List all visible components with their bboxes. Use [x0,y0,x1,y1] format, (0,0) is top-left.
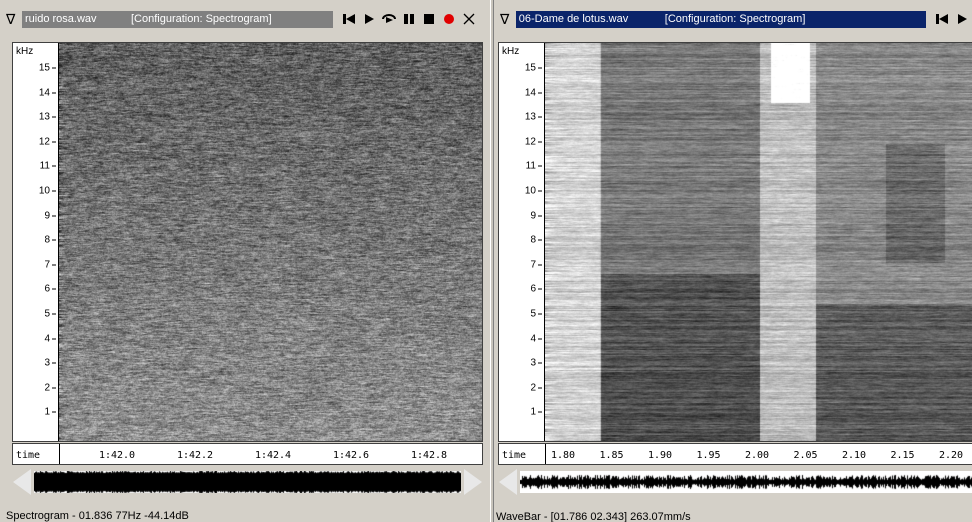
right-transport-controls [932,10,972,28]
pane-divider[interactable] [490,0,494,522]
right-y-tick-label: 1 [530,407,542,418]
left-frequency-axis: kHz 15 14 13 12 11 10 9 8 7 6 5 4 3 2 1 [13,43,59,441]
record-icon[interactable] [439,10,459,28]
right-y-tick-label: 10 [525,186,542,197]
left-time-label: time [16,450,41,461]
right-waveform[interactable] [520,471,972,493]
left-scroll-right-arrow[interactable] [464,469,482,495]
left-waveform[interactable] [34,471,461,493]
left-y-tick-label: 2 [44,382,56,393]
left-y-tick-label: 15 [39,63,56,74]
right-time-axis: time 1.80 1.85 1.90 1.95 2.00 2.05 2.10 2.15 2.2… [498,443,972,465]
left-pane: ∇ ruido rosa.wav [Configuration: Spectro… [6,8,490,522]
left-time-separator [59,444,60,464]
left-wavebar[interactable] [12,467,483,497]
left-transport-controls [339,10,479,28]
left-y-unit: kHz [16,46,34,57]
loop-play-icon[interactable] [379,10,399,28]
left-y-tick-label: 4 [44,333,56,344]
left-scroll-left-arrow[interactable] [13,469,31,495]
left-time-tick-label: 1:42.0 [98,450,136,461]
left-time-axis: time 1:42.0 1:42.2 1:42.4 1:42.6 1:42.8 [12,443,483,465]
stop-icon[interactable] [419,10,439,28]
right-y-tick-label: 3 [530,358,542,369]
right-time-tick-label: 1.80 [550,450,576,461]
left-config-label: [Configuration: Spectrogram] [131,13,272,25]
left-y-tick-label: 6 [44,284,56,295]
right-time-tick-label: 1.90 [647,450,673,461]
right-y-tick-label: 12 [525,136,542,147]
left-y-tick-label: 8 [44,235,56,246]
left-filename: ruido rosa.wav [25,13,97,25]
right-wavebar[interactable] [498,467,972,497]
left-y-tick-label: 1 [44,407,56,418]
left-spectrogram-plot[interactable] [59,43,482,441]
skip-to-start-icon[interactable] [932,10,952,28]
left-y-tick-label: 5 [44,309,56,320]
left-status-text: Spectrogram - 01.836 77Hz -44.14dB [6,510,189,522]
right-spectrogram-plot[interactable] [545,43,972,441]
left-titlebar: ∇ ruido rosa.wav [Configuration: Spectro… [6,8,490,30]
left-y-tick-label: 7 [44,259,56,270]
right-y-unit: kHz [502,46,520,57]
pause-icon[interactable] [399,10,419,28]
right-title-box[interactable]: 06-Dame de lotus.wav [Configuration: Spe… [515,10,926,28]
right-y-tick-label: 2 [530,382,542,393]
right-y-tick-label: 13 [525,112,542,123]
left-y-tick-label: 14 [39,87,56,98]
right-y-tick-label: 7 [530,259,542,270]
right-pane: ∇ 06-Dame de lotus.wav [Configuration: S… [494,0,972,522]
right-y-tick-label: 4 [530,333,542,344]
right-time-tick-label: 1.85 [599,450,624,461]
right-config-label: [Configuration: Spectrogram] [664,13,806,25]
right-y-tick-label: 5 [530,309,542,320]
collapse-triangle-icon[interactable]: ∇ [500,11,510,27]
right-time-tick-label: 1.95 [696,450,721,461]
left-time-tick-label: 1:42.4 [254,450,292,461]
collapse-triangle-icon[interactable]: ∇ [6,11,16,27]
right-time-tick-label: 2.05 [793,450,818,461]
right-time-separator [545,444,546,464]
right-y-tick-label: 8 [530,235,542,246]
right-scroll-left-arrow[interactable] [499,469,517,495]
right-time-tick-label: 2.00 [744,450,770,461]
right-filename: 06-Dame de lotus.wav [518,13,629,25]
right-titlebar: ∇ 06-Dame de lotus.wav [Configuration: S… [500,8,972,30]
left-time-tick-label: 1:42.2 [176,450,214,461]
right-frequency-axis: kHz 15 14 13 12 11 10 9 8 7 6 5 4 3 2 1 [499,43,545,441]
right-y-tick-label: 15 [525,63,542,74]
play-icon[interactable] [952,10,972,28]
skip-to-start-icon[interactable] [339,10,359,28]
left-time-tick-label: 1:42.6 [332,450,370,461]
left-y-tick-label: 3 [44,358,56,369]
right-y-tick-label: 11 [526,161,542,172]
right-status-text: WaveBar - [01.786 02.343] 263.07mm/s [496,511,691,522]
left-spectrogram[interactable]: kHz 15 14 13 12 11 10 9 8 7 6 5 4 3 2 1 [12,42,483,442]
left-time-tick-label: 1:42.8 [410,450,448,461]
right-time-tick-label: 2.20 [938,450,964,461]
left-title-box[interactable]: ruido rosa.wav [Configuration: Spectrogr… [22,10,333,28]
right-spectrogram[interactable]: kHz 15 14 13 12 11 10 9 8 7 6 5 4 3 2 1 [498,42,972,442]
left-y-tick-label: 11 [40,161,56,172]
left-y-tick-label: 9 [44,210,56,221]
right-time-tick-label: 2.10 [841,450,867,461]
left-y-tick-label: 13 [39,112,56,123]
right-time-tick-label: 2.15 [890,450,915,461]
left-y-tick-label: 12 [39,136,56,147]
play-icon[interactable] [359,10,379,28]
right-y-tick-label: 9 [530,210,542,221]
right-y-tick-label: 6 [530,284,542,295]
left-y-tick-label: 10 [39,186,56,197]
close-icon[interactable] [459,10,479,28]
right-y-tick-label: 14 [525,87,542,98]
right-time-label: time [502,450,527,461]
